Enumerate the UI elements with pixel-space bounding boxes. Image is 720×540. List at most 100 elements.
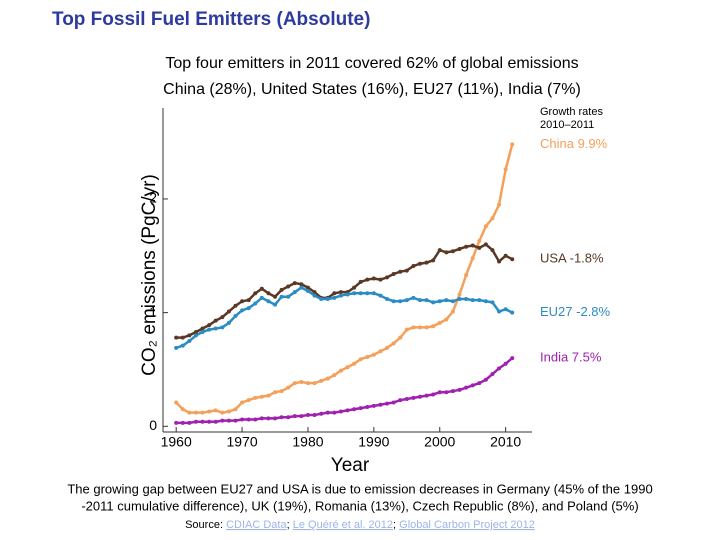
source-link[interactable]: Global Carbon Project 2012: [399, 519, 535, 531]
data-point: [266, 393, 271, 398]
data-point: [431, 324, 436, 329]
data-point: [253, 395, 258, 400]
data-point: [365, 404, 370, 409]
data-point: [174, 400, 179, 405]
data-point: [253, 291, 258, 296]
data-point: [226, 409, 231, 414]
data-point: [352, 291, 357, 296]
data-point: [510, 257, 515, 262]
data-point: [240, 400, 245, 405]
data-point: [332, 373, 337, 378]
data-point: [417, 394, 422, 399]
data-point: [266, 291, 271, 296]
data-point: [292, 290, 297, 295]
data-point: [424, 298, 429, 303]
data-point: [240, 417, 245, 422]
x-tick-label: 2010: [490, 434, 521, 450]
data-point: [404, 327, 409, 332]
y-tick-label: 2: [149, 190, 157, 206]
x-tick-label: 1990: [358, 434, 389, 450]
data-point: [398, 269, 403, 274]
data-point: [246, 398, 251, 403]
data-point: [312, 381, 317, 386]
data-point: [378, 293, 383, 298]
data-point: [273, 416, 278, 421]
data-point: [457, 387, 462, 392]
source-label: Source:: [185, 519, 223, 531]
x-tick-label: 2000: [424, 434, 455, 450]
data-point: [450, 389, 455, 394]
data-point: [378, 402, 383, 407]
data-point: [450, 309, 455, 314]
data-point: [490, 248, 495, 253]
data-point: [411, 295, 416, 300]
data-point: [312, 290, 317, 295]
source-link[interactable]: Le Quéré et al. 2012: [293, 519, 393, 531]
data-point: [345, 408, 350, 413]
x-axis-label: Year: [331, 455, 370, 476]
data-point: [286, 385, 291, 390]
data-point: [457, 246, 462, 251]
data-point: [226, 320, 231, 325]
data-point: [404, 268, 409, 273]
source-link[interactable]: CDIAC Data: [226, 519, 287, 531]
data-point: [411, 395, 416, 400]
data-point: [319, 411, 324, 416]
data-point: [431, 392, 436, 397]
data-point: [417, 298, 422, 303]
series-label: EU27 -2.8%: [540, 304, 611, 319]
data-point: [477, 381, 482, 386]
data-point: [398, 398, 403, 403]
data-point: [187, 420, 192, 425]
data-point: [213, 318, 218, 323]
data-point: [497, 309, 502, 314]
data-point: [464, 244, 469, 249]
data-point: [358, 357, 363, 362]
data-point: [299, 379, 304, 384]
data-point: [464, 385, 469, 390]
data-point: [305, 289, 310, 294]
source-line: Source: CDIAC Data; Le Quéré et al. 2012…: [185, 519, 535, 531]
data-point: [510, 356, 515, 361]
separator: ;: [287, 519, 290, 531]
data-point: [352, 361, 357, 366]
legend-title: Growth rates: [540, 106, 603, 118]
data-point: [358, 291, 363, 296]
data-point: [292, 281, 297, 286]
data-point: [220, 418, 225, 423]
data-point: [312, 293, 317, 298]
data-point: [299, 285, 304, 290]
data-point: [385, 296, 390, 301]
data-point: [483, 224, 488, 229]
data-point: [371, 352, 376, 357]
data-point: [391, 271, 396, 276]
data-point: [246, 298, 251, 303]
data-point: [253, 417, 258, 422]
data-point: [207, 409, 212, 414]
data-point: [174, 335, 179, 340]
data-point: [193, 329, 198, 334]
data-point: [378, 277, 383, 282]
y-tick-label: 0: [149, 417, 157, 433]
data-point: [477, 298, 482, 303]
data-point: [444, 250, 449, 255]
data-point: [200, 419, 205, 424]
data-point: [431, 300, 436, 305]
data-point: [233, 314, 238, 319]
data-point: [207, 323, 212, 328]
data-point: [457, 296, 462, 301]
subtitle: China (28%), United States (16%), EU27 (…: [163, 81, 581, 98]
data-point: [187, 333, 192, 338]
data-point: [259, 416, 264, 421]
data-point: [477, 239, 482, 244]
data-point: [338, 290, 343, 295]
data-point: [483, 299, 488, 304]
series-line: [175, 286, 513, 350]
data-point: [180, 420, 185, 425]
data-point: [371, 403, 376, 408]
data-point: [345, 292, 350, 297]
data-point: [378, 349, 383, 354]
data-point: [325, 296, 330, 301]
data-point: [450, 249, 455, 254]
